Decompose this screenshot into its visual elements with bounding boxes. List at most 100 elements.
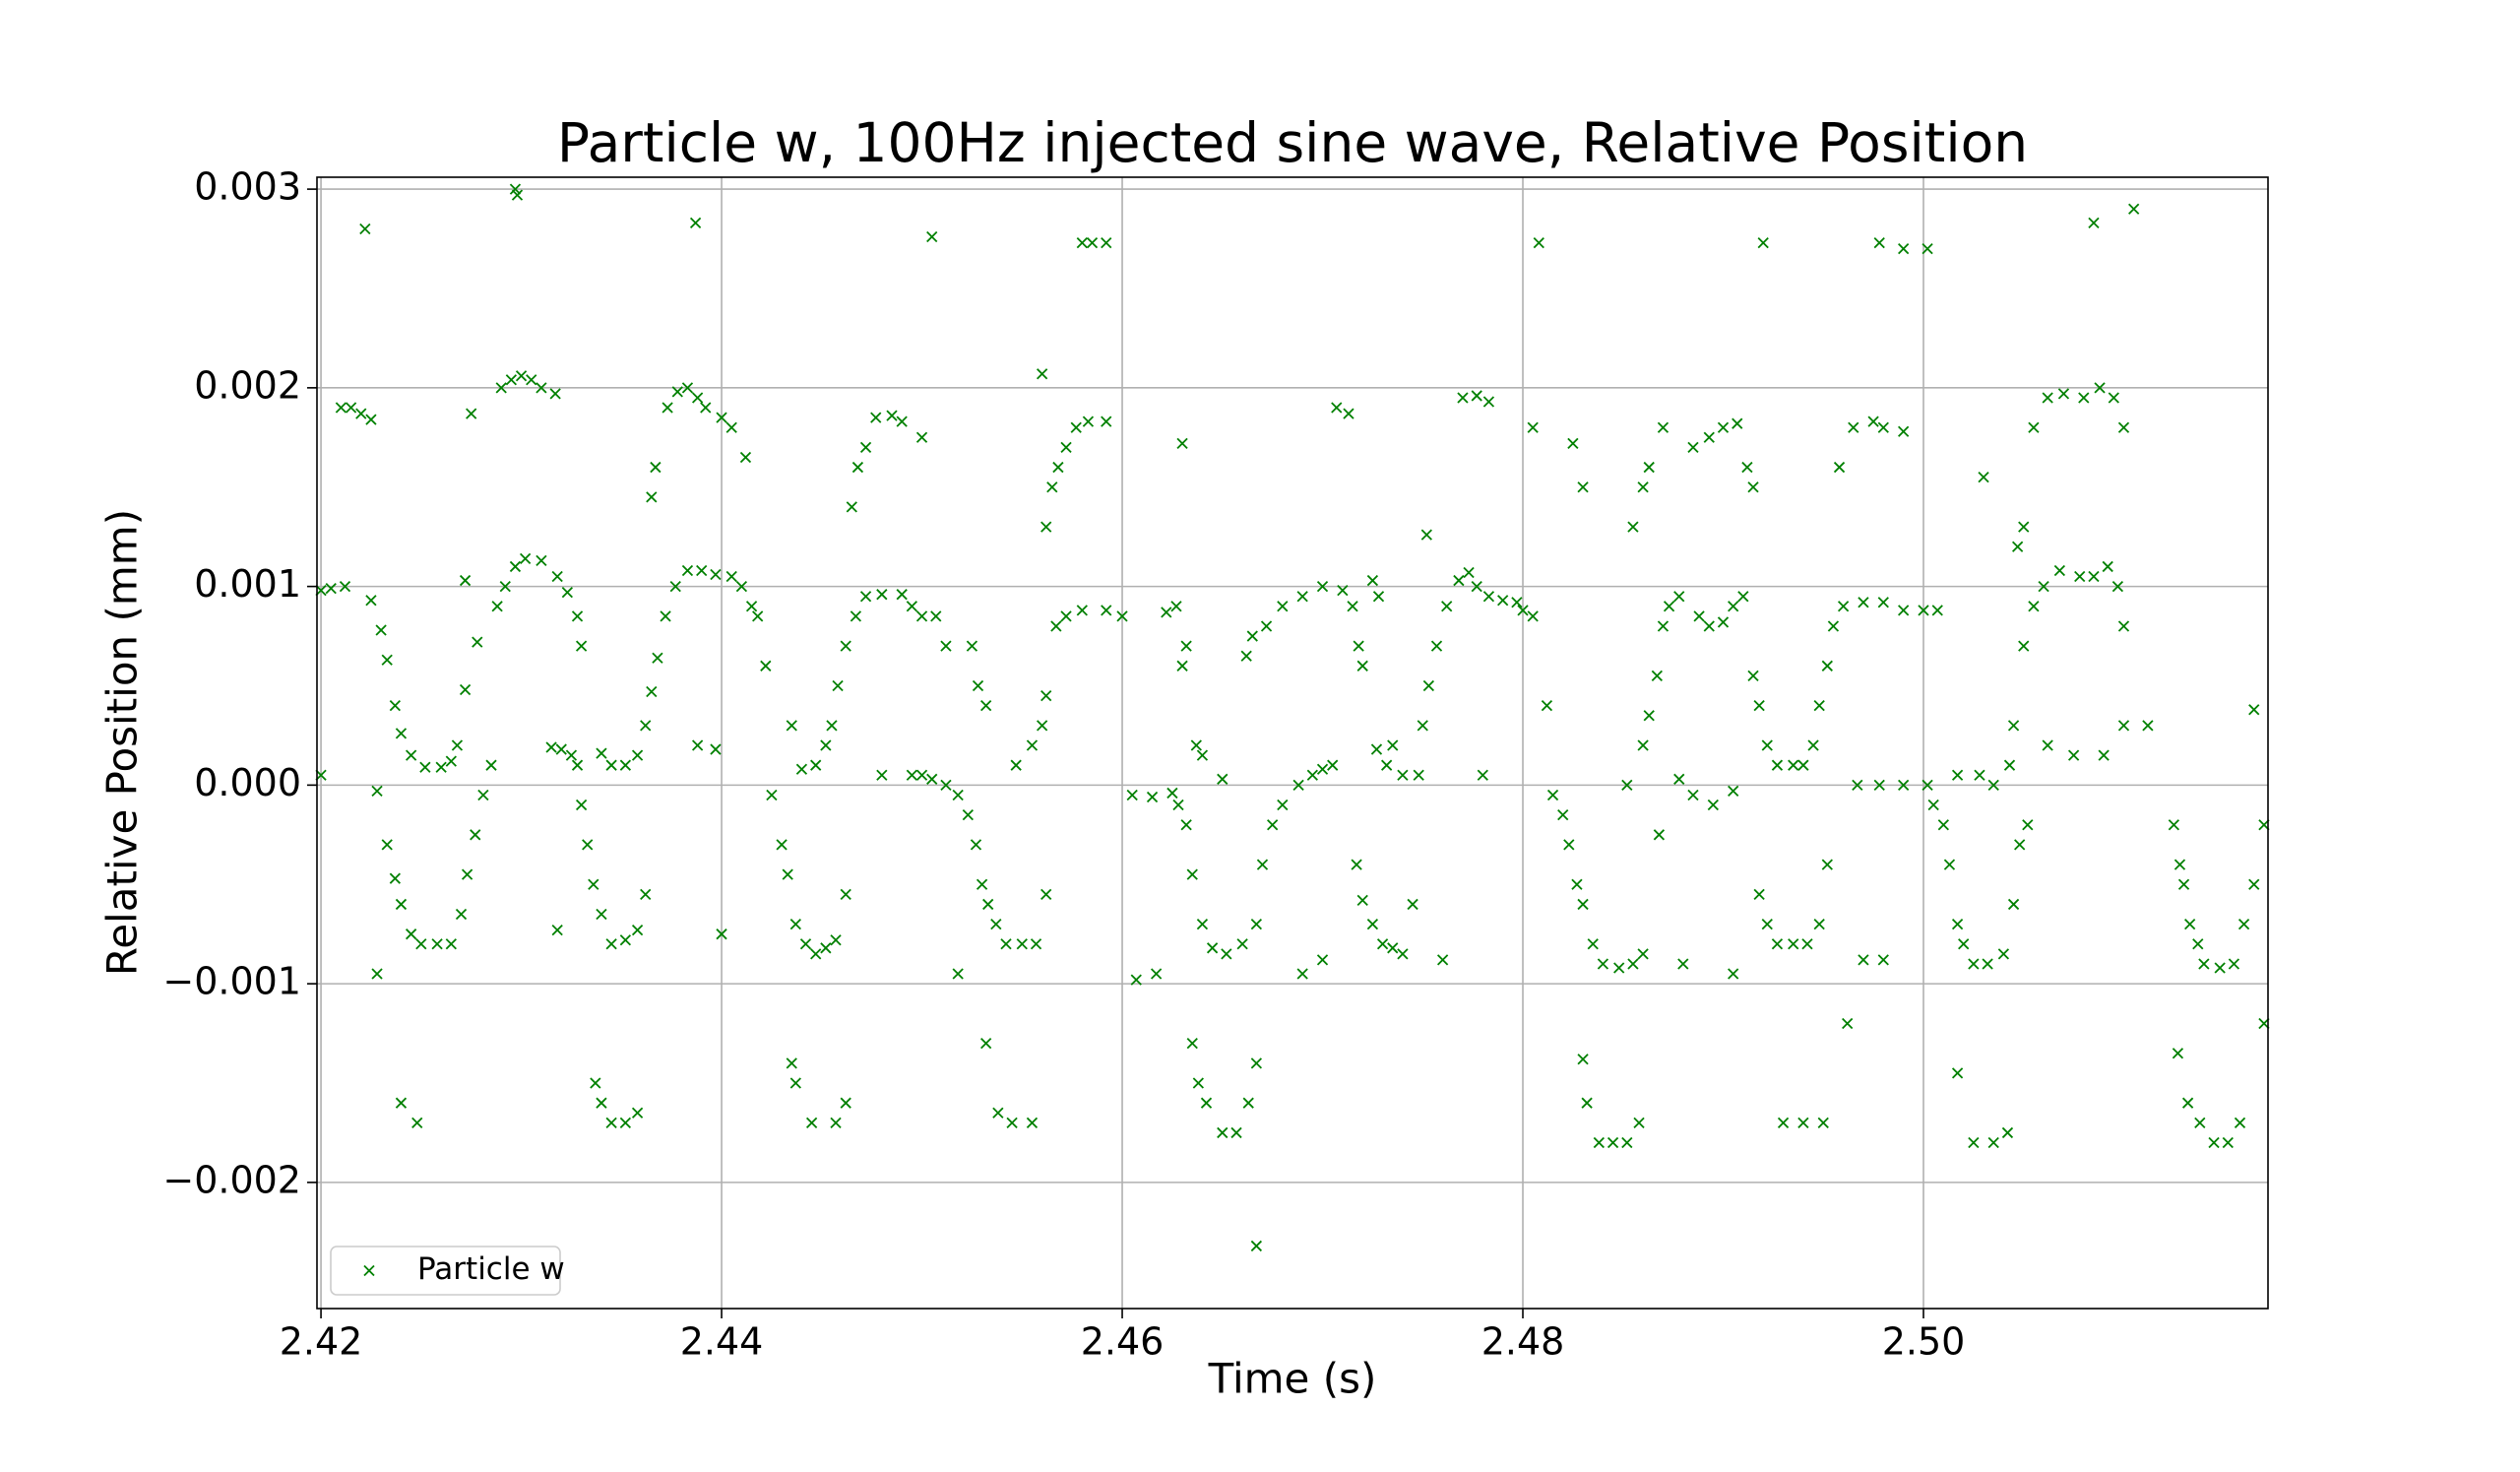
point [1327,759,1339,771]
point [1240,650,1252,662]
point [2181,1097,2194,1109]
point [406,749,417,761]
point [619,1117,632,1128]
point [1196,749,1209,761]
point [1010,759,1022,771]
point [375,624,387,636]
point [1951,1067,1964,1079]
point [1086,236,1099,249]
point [1037,368,1048,380]
point [565,749,578,761]
point [381,654,393,666]
point [1471,390,1482,402]
point [1761,918,1773,930]
point [545,741,557,753]
point [1657,421,1670,433]
point [619,759,632,771]
point [561,587,573,599]
point [1176,660,1188,672]
point [1728,785,1739,798]
point [1256,859,1269,870]
point [1356,660,1368,672]
point [1922,779,1933,792]
point [660,610,671,622]
point [2142,720,2154,732]
point [840,1097,851,1109]
point [605,759,617,771]
point [662,402,673,414]
point [575,640,588,652]
point [582,839,594,851]
point [1877,421,1889,433]
point [1587,938,1599,950]
axes: −0.002 −0.001 0.000 0.001 0.002 0.003 2.42 2.44… [162,165,1965,1364]
point [459,574,472,587]
point [652,652,663,664]
point [926,230,938,243]
point [1643,710,1655,722]
point [1898,425,1910,437]
point [646,685,658,698]
point [1376,938,1389,950]
point [395,728,408,739]
point [526,374,537,386]
point [551,925,563,936]
point [1627,958,1639,970]
point [1457,392,1469,404]
point [1567,437,1579,449]
point [1753,700,1765,712]
point [1306,769,1318,781]
point [952,789,964,801]
point [832,679,844,692]
point [1858,597,1869,608]
point [992,1107,1004,1119]
point [1192,1077,1204,1089]
point [2067,749,2080,761]
point [1877,954,1889,966]
point [1898,605,1910,616]
point [1052,461,1064,474]
point [1937,819,1949,831]
point [1677,958,1689,970]
point [1621,779,1633,792]
point [371,968,383,980]
point [389,700,401,712]
point [640,888,652,900]
point [596,908,607,921]
point [505,374,518,386]
point [739,451,752,464]
point [335,402,347,414]
point [915,431,928,443]
point [509,183,522,195]
point [2128,203,2140,215]
point [2192,938,2204,950]
point [1541,700,1553,712]
point [1557,809,1569,821]
plot-frame [316,176,2269,1310]
point [1040,888,1052,900]
point [1366,918,1379,930]
point [2078,392,2090,404]
point [1397,948,1409,960]
point [470,829,481,841]
y-axis-label: Relative Position (mm) [98,509,147,976]
point [1813,700,1825,712]
point [461,868,473,880]
point [1200,1097,1213,1109]
point [1771,938,1784,950]
point [851,461,864,474]
point [571,610,584,622]
point [1422,679,1435,692]
point [2111,580,2124,593]
point [2014,839,2026,851]
point [725,421,737,433]
point [1968,1136,1980,1149]
point [509,560,522,573]
point [710,743,722,755]
point [691,392,704,404]
point [1741,461,1753,474]
point [1858,954,1869,966]
point [1546,789,1559,801]
y-tick-label: −0.001 [162,960,301,1003]
point [1420,529,1432,541]
